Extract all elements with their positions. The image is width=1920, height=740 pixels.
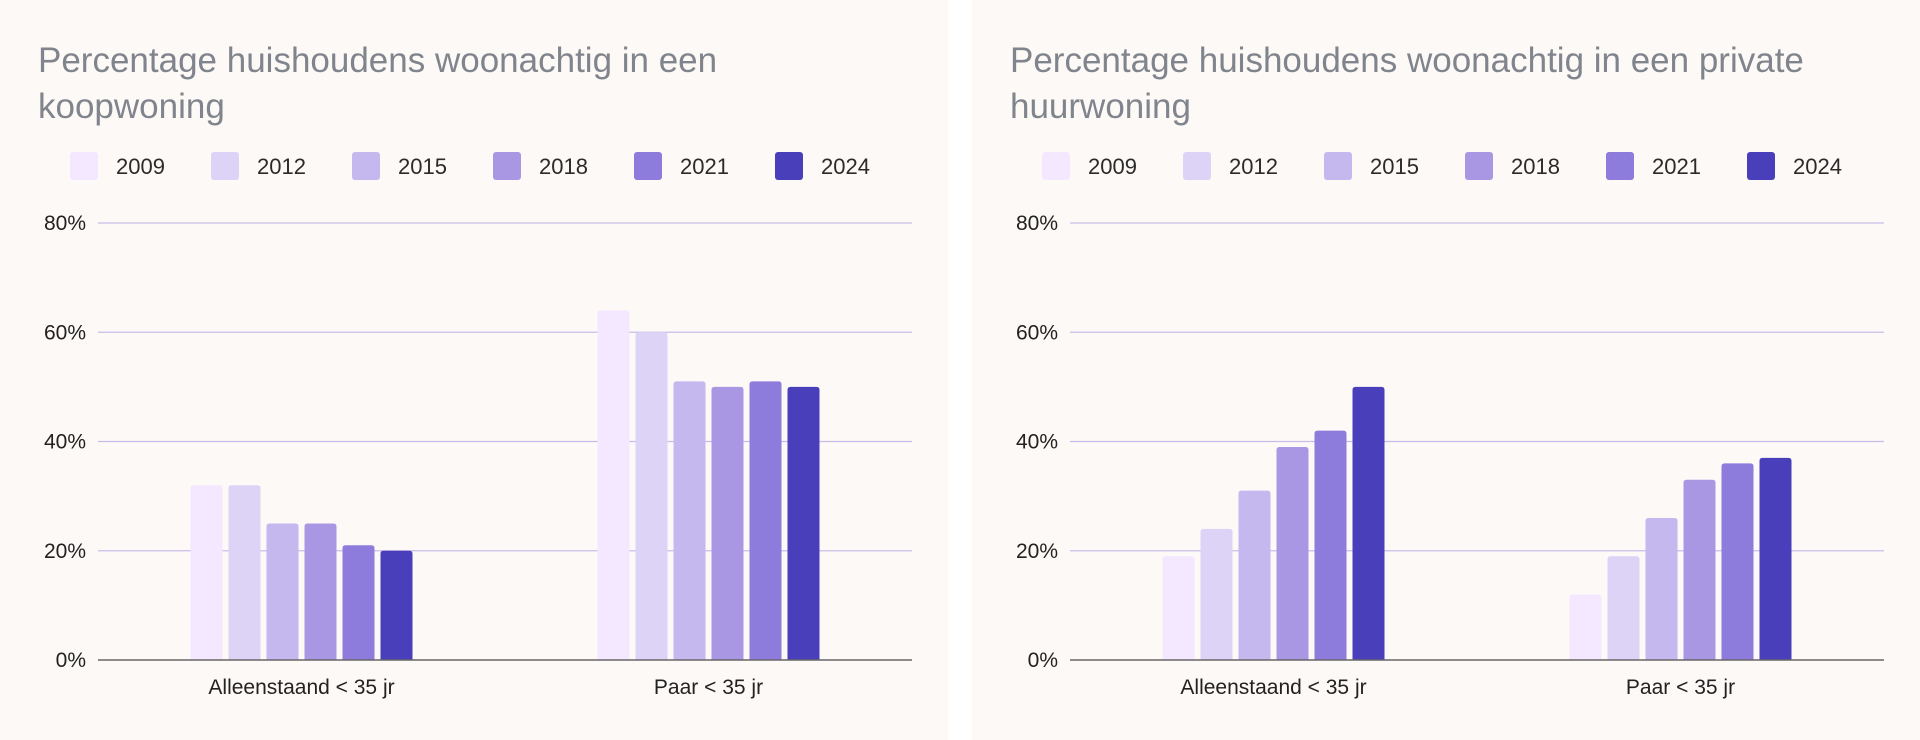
x-category-label: Paar < 35 jr <box>654 676 763 699</box>
bar <box>1645 517 1678 660</box>
legend-label: 2021 <box>1652 154 1701 179</box>
legend-swatch <box>1465 152 1493 180</box>
bar <box>1200 528 1233 660</box>
bar <box>342 545 375 660</box>
y-tick-label: 20% <box>44 540 86 563</box>
bar-chart: 0% 20% 40% 60% 80% Alleenstaand < 35 jr Paar <… <box>1016 212 1884 699</box>
y-tick-label: 80% <box>1016 212 1058 235</box>
legend-label: 2009 <box>1088 154 1137 179</box>
bar <box>635 332 668 660</box>
legend-swatch <box>634 152 662 180</box>
legend-label: 2009 <box>116 154 165 179</box>
legend-swatch <box>70 152 98 180</box>
bar <box>380 550 413 660</box>
chart-panel-private-huurwoning: Percentage huishoudens woonachtig in een… <box>972 0 1920 740</box>
legend-label: 2021 <box>680 154 729 179</box>
x-category-label: Paar < 35 jr <box>1626 676 1735 699</box>
legend-label: 2018 <box>539 154 588 179</box>
bar <box>711 386 744 660</box>
bar <box>190 485 223 660</box>
legend-swatch <box>1747 152 1775 180</box>
y-tick-label: 60% <box>44 321 86 344</box>
bar <box>266 523 299 660</box>
y-tick-label: 0% <box>1028 649 1058 672</box>
bar <box>749 381 782 660</box>
legend-swatch <box>775 152 803 180</box>
y-tick-label: 80% <box>44 212 86 235</box>
y-tick-label: 0% <box>56 649 86 672</box>
bar <box>1352 386 1385 660</box>
bar <box>673 381 706 660</box>
legend-label: 2012 <box>1229 154 1278 179</box>
bar <box>1238 490 1271 660</box>
bar <box>1314 430 1347 660</box>
bar-chart: 0% 20% 40% 60% 80% Alleenstaand < 35 jr Paar <… <box>44 212 912 699</box>
bar <box>1569 594 1602 660</box>
bar <box>1759 457 1792 660</box>
bar <box>1162 556 1195 660</box>
legend-label: 2012 <box>257 154 306 179</box>
legend-label: 2015 <box>398 154 447 179</box>
legend-swatch <box>1324 152 1352 180</box>
bar <box>228 485 261 660</box>
legend-swatch <box>1606 152 1634 180</box>
y-tick-label: 40% <box>1016 431 1058 454</box>
bar <box>1607 556 1640 660</box>
legend-swatch <box>1042 152 1070 180</box>
bar <box>787 386 820 660</box>
legend-label: 2024 <box>821 154 870 179</box>
x-category-label: Alleenstaand < 35 jr <box>208 676 394 699</box>
legend-swatch <box>211 152 239 180</box>
legend-swatch <box>352 152 380 180</box>
bar <box>1721 463 1754 660</box>
chart-title: Percentage huishoudens woonachtig in een… <box>1010 41 1804 126</box>
y-tick-label: 20% <box>1016 540 1058 563</box>
bar <box>1683 479 1716 660</box>
legend-label: 2015 <box>1370 154 1419 179</box>
y-tick-label: 40% <box>44 431 86 454</box>
bar <box>304 523 337 660</box>
x-category-label: Alleenstaand < 35 jr <box>1180 676 1366 699</box>
y-tick-label: 60% <box>1016 321 1058 344</box>
chart-panel-koopwoning: Percentage huishoudens woonachtig in een… <box>0 0 948 740</box>
legend-label: 2024 <box>1793 154 1842 179</box>
chart-title: Percentage huishoudens woonachtig in een… <box>38 41 718 126</box>
bar <box>1276 446 1309 660</box>
legend-label: 2018 <box>1511 154 1560 179</box>
bar <box>597 310 630 660</box>
legend-swatch <box>1183 152 1211 180</box>
legend-swatch <box>493 152 521 180</box>
